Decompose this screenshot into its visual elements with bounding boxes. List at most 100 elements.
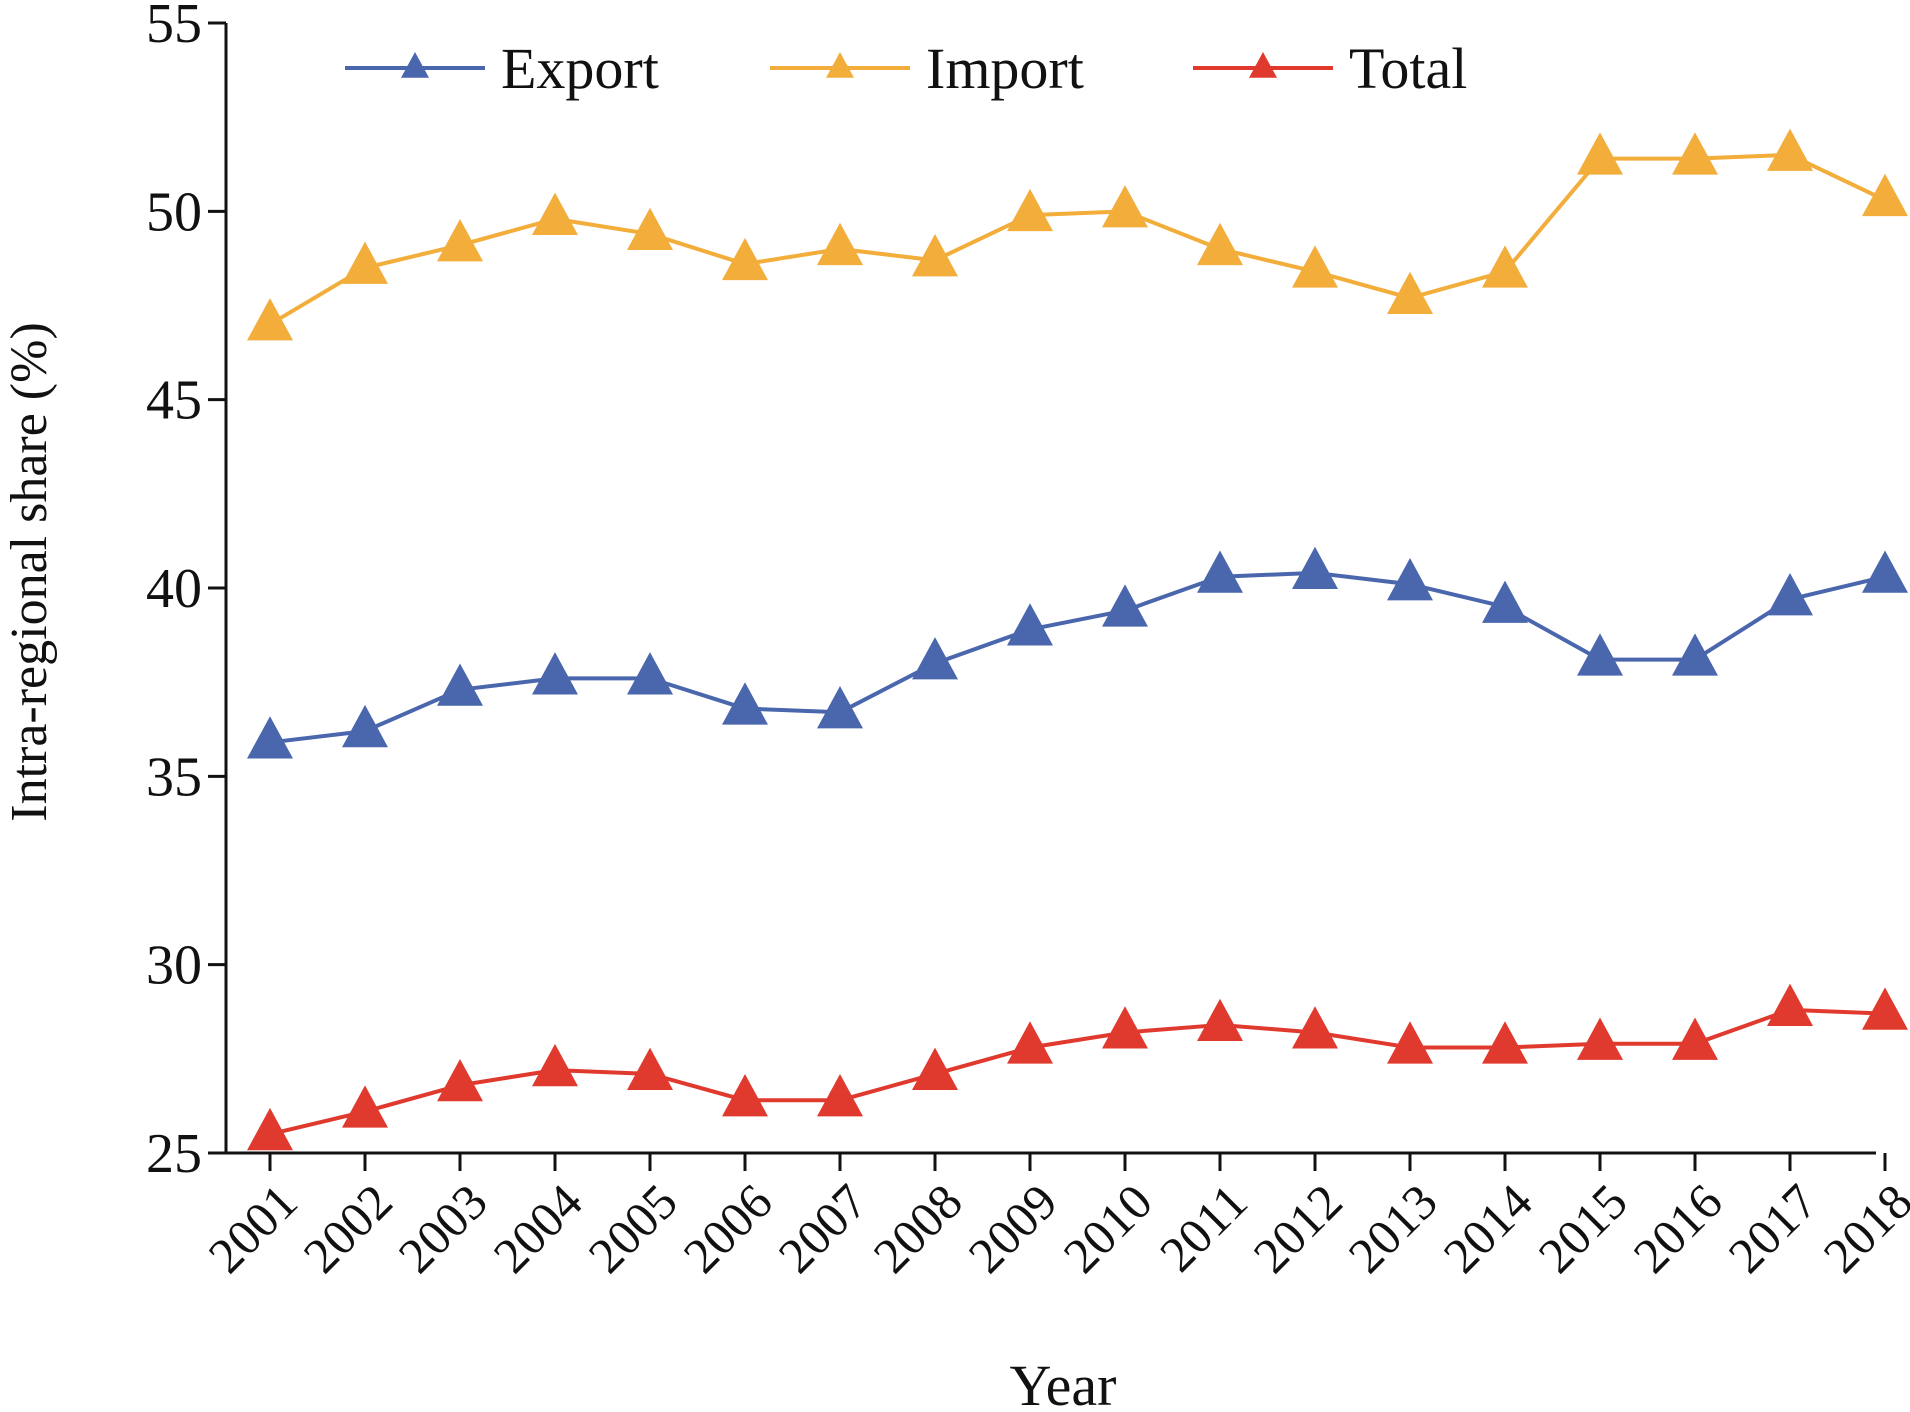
x-tick-label: 2001 xyxy=(197,1173,307,1283)
data-point-export xyxy=(1007,603,1053,646)
data-point-total xyxy=(532,1043,578,1087)
data-point-total xyxy=(912,1047,958,1090)
data-point-import xyxy=(1672,132,1718,175)
y-tick-label: 35 xyxy=(146,746,202,808)
legend-item-total: Total xyxy=(1193,36,1467,101)
data-point-import xyxy=(1292,245,1338,288)
y-tick-label: 25 xyxy=(146,1123,202,1185)
x-tick-label: 2005 xyxy=(577,1173,687,1283)
data-point-import xyxy=(1102,185,1148,228)
data-point-total xyxy=(1102,1006,1148,1049)
x-tick-label: 2012 xyxy=(1242,1173,1352,1283)
y-tick-label: 55 xyxy=(146,0,202,55)
data-point-total xyxy=(1197,998,1243,1042)
data-point-import xyxy=(342,241,388,284)
data-point-import xyxy=(437,218,483,262)
legend-marker xyxy=(1249,52,1277,78)
x-tick-label: 2017 xyxy=(1717,1173,1827,1283)
legend: Export Import Total xyxy=(345,36,1467,101)
data-point-total xyxy=(722,1074,768,1117)
data-point-import xyxy=(1862,173,1908,217)
data-point-export xyxy=(1577,633,1623,676)
data-point-import xyxy=(817,222,863,266)
data-point-import xyxy=(912,234,958,277)
x-tick-label: 2010 xyxy=(1052,1173,1162,1283)
data-point-total xyxy=(342,1085,388,1128)
x-tick-label: 2008 xyxy=(862,1173,972,1283)
data-point-export xyxy=(1387,557,1433,601)
x-axis-ticks: 2001200220032004200520062007200820092010… xyxy=(197,1153,1910,1283)
x-tick-label: 2006 xyxy=(672,1173,782,1283)
x-tick-label: 2018 xyxy=(1812,1173,1910,1283)
data-point-export xyxy=(532,652,578,695)
x-tick-label: 2016 xyxy=(1622,1173,1732,1283)
data-point-export xyxy=(1292,546,1338,590)
data-point-import xyxy=(1387,271,1433,315)
x-tick-label: 2004 xyxy=(482,1173,592,1283)
axes xyxy=(224,23,1876,1155)
data-point-total xyxy=(1577,1017,1623,1060)
data-point-total xyxy=(1482,1021,1528,1064)
x-tick-label: 2007 xyxy=(767,1173,877,1283)
x-tick-label: 2013 xyxy=(1337,1173,1447,1283)
data-point-import xyxy=(532,192,578,235)
legend-marker xyxy=(826,52,854,78)
y-tick-label: 40 xyxy=(146,558,202,620)
data-point-import xyxy=(722,237,768,281)
x-tick-label: 2014 xyxy=(1432,1173,1542,1283)
data-point-total xyxy=(1862,987,1908,1030)
data-point-import xyxy=(1482,245,1528,288)
series xyxy=(247,128,1908,1151)
data-point-export xyxy=(627,652,673,695)
data-point-export xyxy=(817,686,863,729)
y-axis-ticks: 25 30 35 40 45 50 55 xyxy=(146,0,226,1185)
data-point-export xyxy=(1102,584,1148,627)
data-point-total xyxy=(1672,1017,1718,1060)
data-point-export xyxy=(912,637,958,680)
data-point-total xyxy=(1767,983,1813,1026)
x-tick-label: 2003 xyxy=(387,1173,497,1283)
legend-label: Import xyxy=(926,36,1084,101)
data-point-total xyxy=(437,1058,483,1102)
series-line-total xyxy=(269,1007,1886,1137)
series-line-import xyxy=(268,152,1886,327)
x-tick-label: 2015 xyxy=(1527,1173,1637,1283)
y-tick-label: 45 xyxy=(146,370,202,432)
legend-label: Total xyxy=(1349,36,1467,101)
data-point-total xyxy=(817,1074,863,1117)
data-point-import xyxy=(627,207,673,251)
data-point-import xyxy=(1767,128,1813,171)
data-point-total xyxy=(1292,1006,1338,1049)
series-total xyxy=(247,983,1908,1151)
data-point-export xyxy=(1482,580,1528,623)
y-axis-title: Intra-regional share (%) xyxy=(1,322,58,822)
x-axis-title: Year xyxy=(1010,1353,1117,1412)
y-tick-label: 30 xyxy=(146,935,202,997)
series-import xyxy=(247,128,1908,341)
data-point-total xyxy=(627,1047,673,1090)
y-tick-label: 50 xyxy=(146,181,202,243)
data-point-total xyxy=(247,1107,293,1151)
data-point-import xyxy=(1007,188,1053,232)
data-point-export xyxy=(1767,573,1813,616)
data-point-export xyxy=(1197,550,1243,593)
x-tick-label: 2002 xyxy=(292,1173,402,1283)
data-point-total xyxy=(1387,1021,1433,1064)
data-point-export xyxy=(247,716,293,759)
legend-item-export: Export xyxy=(345,36,659,101)
data-point-total xyxy=(1007,1021,1053,1064)
data-point-export xyxy=(1672,633,1718,676)
data-point-export xyxy=(1862,550,1908,593)
series-export xyxy=(247,546,1908,759)
data-point-import xyxy=(247,298,293,341)
x-tick-label: 2009 xyxy=(957,1173,1067,1283)
data-point-export xyxy=(722,682,768,725)
legend-marker xyxy=(401,52,429,78)
data-point-export xyxy=(342,704,388,748)
data-point-export xyxy=(437,663,483,706)
legend-item-import: Import xyxy=(770,36,1084,101)
data-point-import xyxy=(1197,222,1243,266)
legend-label: Export xyxy=(501,36,659,101)
